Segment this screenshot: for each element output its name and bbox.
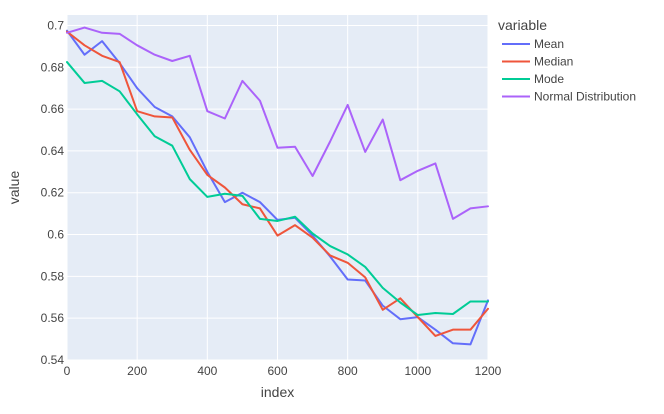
x-tick-label: 800 bbox=[338, 364, 358, 378]
legend-item-normal-distribution[interactable]: Normal Distribution bbox=[502, 90, 636, 104]
series-line-median[interactable] bbox=[66, 30, 489, 337]
y-tick-label: 0.68 bbox=[41, 60, 65, 74]
x-axis-title: index bbox=[261, 384, 294, 400]
legend-label: Mean bbox=[534, 37, 564, 51]
x-tick-label: 200 bbox=[127, 364, 147, 378]
legend-title: variable bbox=[498, 17, 547, 33]
x-tick-label: 1200 bbox=[475, 364, 502, 378]
y-tick-label: 0.66 bbox=[41, 102, 65, 116]
y-tick-label: 0.58 bbox=[41, 269, 65, 283]
y-axis-ticks: 0.54 0.56 0.58 0.6 0.62 0.64 0.66 0.68 0.7 bbox=[41, 18, 65, 367]
y-tick-label: 0.6 bbox=[47, 228, 64, 242]
y-tick-label: 0.56 bbox=[41, 311, 65, 325]
x-tick-label: 1000 bbox=[404, 364, 431, 378]
y-tick-label: 0.7 bbox=[47, 18, 64, 32]
series-line-normal-distribution[interactable] bbox=[66, 26, 489, 220]
series-lines bbox=[66, 26, 489, 346]
legend-item-mode[interactable]: Mode bbox=[502, 72, 564, 86]
legend-label: Normal Distribution bbox=[534, 90, 636, 104]
legend[interactable]: variable Mean Median Mode Normal Distributi… bbox=[498, 17, 636, 104]
y-tick-label: 0.54 bbox=[41, 353, 65, 367]
x-tick-label: 400 bbox=[197, 364, 217, 378]
y-tick-label: 0.62 bbox=[41, 186, 65, 200]
legend-label: Median bbox=[534, 55, 573, 69]
x-axis-ticks: 0 200 400 600 800 1000 1200 bbox=[64, 364, 502, 378]
x-tick-label: 600 bbox=[267, 364, 287, 378]
y-axis-title: value bbox=[6, 171, 22, 205]
y-tick-label: 0.64 bbox=[41, 144, 65, 158]
legend-item-mean[interactable]: Mean bbox=[502, 37, 564, 51]
series-line-mode[interactable] bbox=[66, 61, 489, 317]
legend-label: Mode bbox=[534, 72, 564, 86]
x-tick-label: 0 bbox=[64, 364, 71, 378]
legend-item-median[interactable]: Median bbox=[502, 55, 573, 69]
